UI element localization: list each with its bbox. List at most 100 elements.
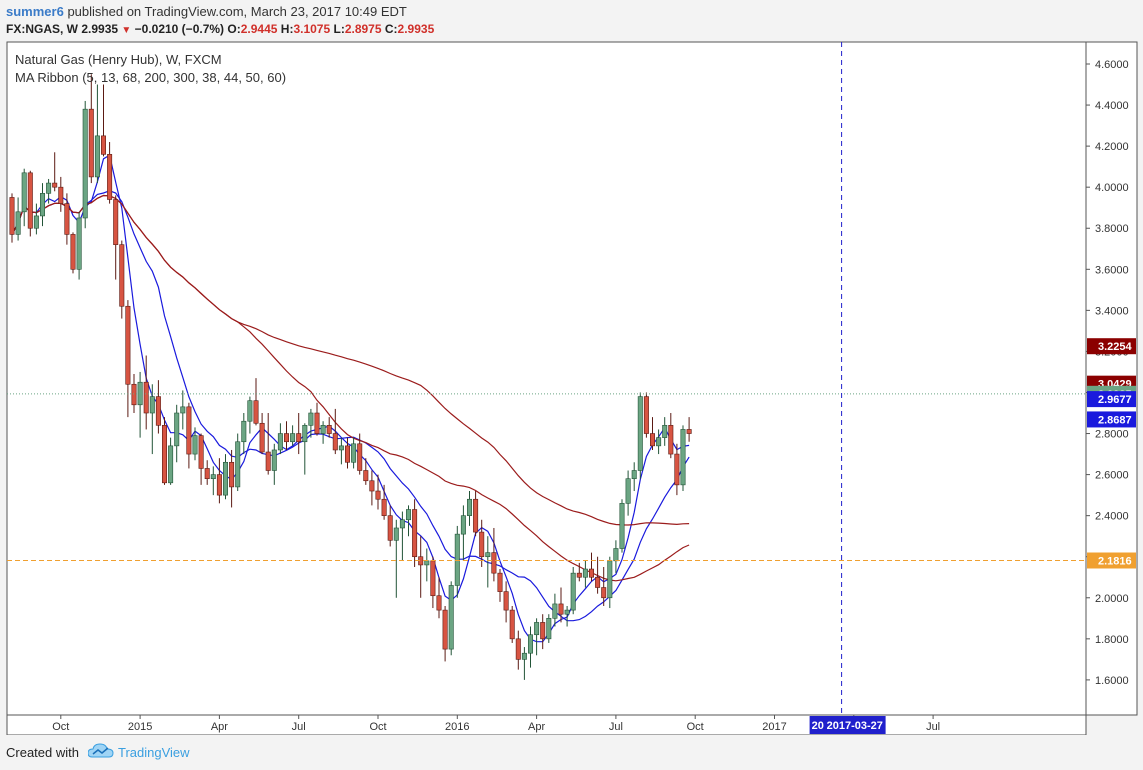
candle-body [466, 498, 472, 516]
candle-body [241, 420, 247, 443]
candle-body [662, 425, 668, 438]
y-tick-label: 3.4000 [1095, 305, 1129, 317]
candle-body [546, 618, 552, 640]
y-tick-label: 2.4000 [1095, 511, 1129, 523]
plot-area[interactable] [6, 41, 1087, 716]
candle-body [210, 474, 216, 480]
candle-body [649, 433, 655, 447]
cursor-date-prefix: 20 [812, 720, 824, 732]
indicator-legend: MA Ribbon (5, 13, 68, 200, 300, 38, 44, … [15, 70, 286, 85]
candle-body [314, 412, 320, 434]
candle-body [9, 197, 15, 235]
candle-body [64, 203, 70, 235]
price-tag [1087, 552, 1136, 569]
candle-body [70, 234, 76, 270]
symbol-label: FX:NGAS, W [6, 22, 78, 36]
chart-header: summer6 published on TradingView.com, Ma… [0, 0, 1143, 40]
down-arrow-icon: ▼ [121, 25, 132, 36]
candle-body [436, 595, 442, 611]
candle-body [503, 591, 509, 611]
close-value: 2.9935 [397, 22, 435, 36]
candle-body [473, 498, 479, 533]
candle-body [485, 552, 491, 558]
high-value: 3.1075 [293, 22, 331, 36]
candle-body [326, 425, 332, 434]
cursor-date-box [809, 716, 886, 734]
candle-body [527, 634, 533, 654]
candle-body [113, 199, 119, 245]
candle-body [680, 429, 686, 486]
candle-body [143, 381, 149, 414]
high-label: H: [280, 22, 294, 36]
publish-line: summer6 published on TradingView.com, Ma… [6, 4, 407, 19]
ohlc-line: FX:NGAS, W 2.9935 ▼ −0.0210 (−0.7%) O:2.… [6, 22, 434, 36]
candle-body [131, 383, 137, 406]
y-tick-label: 4.6000 [1095, 59, 1129, 71]
time-axis[interactable] [6, 714, 1087, 735]
open-label: O: [227, 22, 241, 36]
candle-body [46, 182, 52, 194]
y-tick-label: 3.8000 [1095, 223, 1129, 235]
y-tick-label: 3.6000 [1095, 264, 1129, 276]
candle-body [430, 560, 436, 597]
candle-body [479, 531, 485, 558]
candle-body [332, 433, 338, 451]
published-text: published on TradingView.com, March 23, … [67, 4, 407, 19]
ma-ribbon [11, 154, 690, 643]
candle-body [521, 652, 527, 660]
y-tick-label: 1.8000 [1095, 634, 1129, 646]
candle-body [564, 609, 570, 615]
candle-body [290, 433, 296, 443]
candle-body [497, 572, 503, 592]
candle-body [656, 437, 662, 447]
candle-body [180, 406, 186, 414]
y-tick-label: 4.2000 [1095, 141, 1129, 153]
candle-body [253, 400, 259, 424]
tradingview-link[interactable]: TradingView [118, 745, 190, 760]
candle-body [162, 425, 168, 484]
tradingview-cloud-icon [88, 743, 114, 758]
candle-body [454, 533, 460, 586]
ma-5-line [11, 154, 690, 643]
last-price: 2.9935 [81, 22, 119, 36]
candle-body [101, 135, 107, 155]
candle-body [192, 435, 198, 455]
candle-body [168, 445, 174, 484]
candle-body [607, 560, 613, 599]
candle-body [491, 552, 497, 574]
candle-body [27, 172, 33, 229]
candle-body [509, 609, 515, 640]
candle-body [686, 429, 692, 434]
x-tick-label: Apr [211, 721, 228, 733]
footer: Created with TradingView [0, 735, 1143, 770]
cursor-date-label: 2017-03-27 [827, 720, 883, 732]
candle-body [76, 217, 82, 270]
candle-body [39, 193, 45, 217]
candle-body [107, 154, 113, 200]
price-tag [1087, 411, 1136, 428]
candle-body [296, 433, 302, 443]
candle-body [552, 603, 558, 619]
candle-body [302, 425, 308, 443]
x-tick-label: 2016 [445, 721, 469, 733]
candle-body [424, 560, 430, 566]
price-tag-label: 3.2254 [1098, 341, 1133, 353]
candle-body [613, 548, 619, 562]
y-tick-label: 4.0000 [1095, 182, 1129, 194]
candle-body [247, 400, 253, 422]
candle-body [576, 572, 582, 578]
x-axis-ticks: Oct2015AprJulOct2016AprJulOct2017AprJul2… [52, 715, 940, 734]
chart-title: Natural Gas (Henry Hub), W, FXCM [15, 52, 222, 67]
candle-body [637, 396, 643, 471]
price-chart[interactable]: 4.6000 4.4000 4.2000 4.0000 3.8000 3.6000 3.40… [0, 40, 1143, 735]
x-tick-label: 2017 [762, 721, 786, 733]
candle-body [149, 396, 155, 414]
low-label: L: [333, 22, 345, 36]
author-link[interactable]: summer6 [6, 4, 64, 19]
candle-body [186, 406, 192, 455]
candle-body [277, 433, 283, 451]
candle-body [405, 509, 411, 521]
x-tick-label: Oct [52, 721, 69, 733]
candle-body [52, 182, 58, 188]
